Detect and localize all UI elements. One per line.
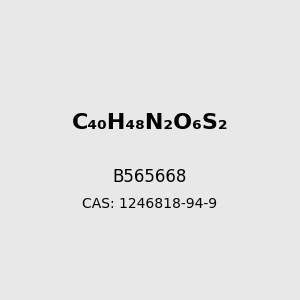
Text: B565668: B565668 [113, 168, 187, 186]
Text: C₄₀H₄₈N₂O₆S₂: C₄₀H₄₈N₂O₆S₂ [72, 113, 228, 133]
Text: CAS: 1246818-94-9: CAS: 1246818-94-9 [82, 197, 218, 211]
